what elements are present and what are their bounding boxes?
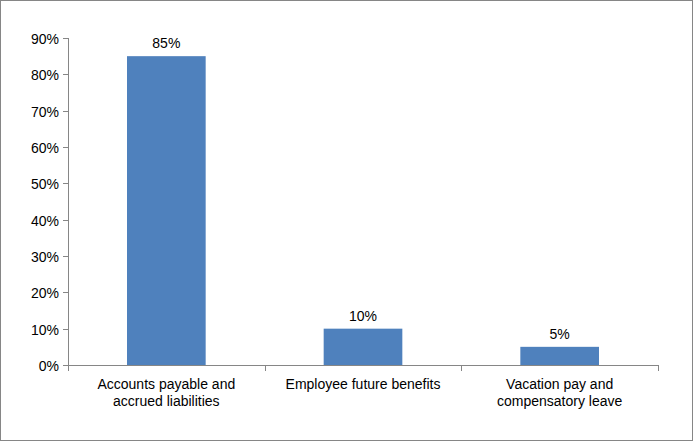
y-tick-label: 30% [31, 249, 59, 265]
y-axis [68, 38, 69, 365]
y-tick [63, 365, 68, 366]
y-tick-label: 40% [31, 213, 59, 229]
bar [127, 56, 206, 365]
y-tick-label: 60% [31, 140, 59, 156]
chart: 0% 10% 20% 30% 40% 50% 60% 70% 80% 90% 85% 10% 5% Acc… [0, 0, 693, 441]
x-tick [461, 365, 462, 371]
y-tick [63, 329, 68, 330]
bar [520, 347, 599, 365]
bars [127, 56, 599, 365]
x-tick-label: Employee future benefits [286, 376, 441, 392]
bar [324, 329, 403, 365]
y-tick-label: 80% [31, 67, 59, 83]
y-tick [63, 38, 68, 39]
y-tick-label: 50% [31, 176, 59, 192]
x-tick-label: Accounts payable andaccrued liabilities [97, 376, 235, 409]
y-tick-label: 10% [31, 322, 59, 338]
x-axis [68, 365, 658, 366]
x-tick [658, 365, 659, 371]
data-label: 85% [152, 35, 180, 51]
y-tick-label: 20% [31, 285, 59, 301]
y-tick [63, 183, 68, 184]
y-tick [63, 292, 68, 293]
y-tick [63, 256, 68, 257]
data-label: 5% [550, 326, 570, 342]
y-tick [63, 111, 68, 112]
y-tick [63, 147, 68, 148]
y-tick [63, 74, 68, 75]
y-tick-label: 0% [39, 358, 59, 374]
chart-border [1, 1, 693, 441]
x-tick-label: Vacation pay andcompensatory leave [497, 376, 623, 409]
y-tick-label: 70% [31, 104, 59, 120]
y-tick [63, 220, 68, 221]
x-tick [68, 365, 69, 371]
data-label: 10% [349, 308, 377, 324]
x-tick [265, 365, 266, 371]
y-tick-label: 90% [31, 31, 59, 47]
